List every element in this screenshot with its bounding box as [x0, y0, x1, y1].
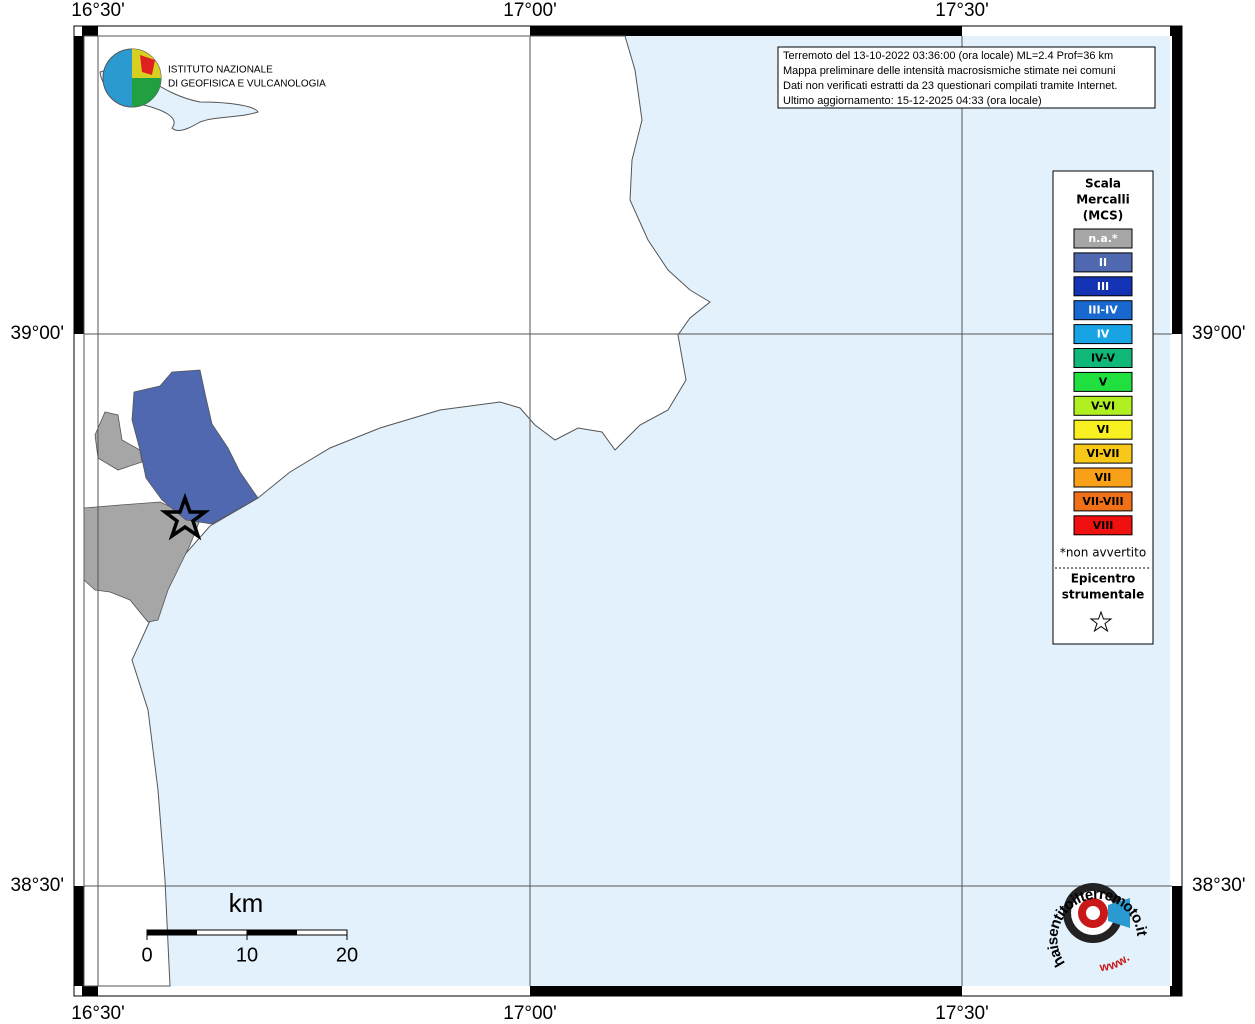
legend-label: IV [1097, 328, 1110, 341]
legend-label: V-VI [1091, 399, 1115, 412]
lon-label: 16°30' [71, 0, 125, 21]
legend-swatch [1073, 228, 1133, 249]
logo-text: ISTITUTO NAZIONALE [168, 65, 273, 76]
legend-label: VIII [1093, 519, 1114, 532]
border [530, 986, 962, 996]
ingv-logo: ISTITUTO NAZIONALE DI GEOFISICA E VULCAN… [102, 48, 326, 108]
legend-swatch [1073, 300, 1133, 321]
info-lines: Terremoto del 13-10-2022 03:36:00 (ora l… [783, 50, 1117, 107]
lon-label: 17°00' [503, 0, 557, 21]
logo-segment [132, 78, 161, 107]
border [1170, 26, 1182, 36]
lon-label: 17°30' [935, 1003, 989, 1024]
region-ii [131, 369, 259, 525]
legend-swatch [1073, 252, 1133, 273]
border [1172, 36, 1182, 334]
legend-label: II [1099, 256, 1107, 269]
lon-label: 17°30' [935, 0, 989, 21]
legend-star [1089, 610, 1113, 633]
border [82, 986, 98, 996]
legend-label: III-IV [1088, 304, 1118, 317]
legend-note: *non avvertito [1060, 546, 1146, 560]
legend-title: (MCS) [1083, 209, 1124, 223]
legend-title: Mercalli [1076, 193, 1130, 207]
legend: ScalaMercalli(MCS)n.a.*IIIIIIII-IVIVIV-V… [1055, 177, 1151, 633]
scale-label: 20 [336, 944, 358, 966]
legend-label: III [1097, 280, 1109, 293]
legend-swatch [1073, 515, 1133, 536]
legend-swatch [1073, 467, 1133, 488]
info-box [777, 46, 1156, 109]
legend-swatch [1073, 443, 1133, 464]
legend-label: VII-VIII [1082, 495, 1123, 508]
border [82, 26, 98, 36]
scale-label: 0 [141, 944, 152, 966]
legend-swatch [1073, 491, 1133, 512]
info-line: Mappa preliminare delle intensità macros… [783, 65, 1116, 77]
logo-text: DI GEOFISICA E VULCANOLOGIA [168, 79, 326, 90]
border [74, 886, 84, 986]
legend-epicenter: strumentale [1062, 588, 1145, 602]
logo-segment [140, 55, 155, 75]
legend-swatch [1073, 395, 1133, 416]
legend-swatch [1073, 276, 1133, 297]
border [1170, 986, 1182, 996]
coordinate-labels: 16°30' 16°30' 17°00' 17°00' 17°30' 17°30' 39°0… [11, 0, 1246, 1024]
scale-segment [147, 930, 197, 935]
legend-label: IV-V [1091, 352, 1116, 365]
scale-bar: km 0 10 20 [141, 888, 358, 966]
border [1172, 886, 1182, 986]
legend-swatch [1073, 419, 1133, 440]
legend-swatch [1073, 324, 1133, 345]
legend-swatch [1073, 371, 1133, 392]
lat-label: 39°00' [11, 323, 65, 344]
epicenter-star [159, 492, 211, 541]
legend-swatch [1073, 348, 1133, 368]
target [1086, 906, 1100, 920]
lat-label: 39°00' [1192, 323, 1246, 344]
legend-label: VI-VII [1086, 447, 1119, 460]
scale-unit: km [229, 888, 264, 918]
land [83, 35, 711, 987]
legend-label: V [1099, 375, 1108, 388]
scale-segment [247, 930, 297, 935]
legend-label: VII [1095, 471, 1112, 484]
lon-label: 17°00' [503, 1003, 557, 1024]
info-line: Ultimo aggiornamento: 15-12-2025 04:33 (… [783, 95, 1042, 107]
info-line: Terremoto del 13-10-2022 03:36:00 (ora l… [783, 50, 1113, 62]
legend-label: n.a.* [1088, 232, 1118, 245]
border [74, 36, 84, 334]
legend-label: VI [1097, 423, 1110, 436]
info-line: Dati non verificati estratti da 23 quest… [783, 80, 1117, 92]
legend-title: Scala [1085, 177, 1121, 191]
legend-epicenter: Epicentro [1071, 572, 1136, 586]
lon-label: 16°30' [71, 1003, 125, 1024]
megaphone [1108, 898, 1130, 928]
border [530, 26, 962, 36]
lat-label: 38°30' [11, 875, 65, 896]
scale-label: 10 [236, 944, 258, 966]
lat-label: 38°30' [1192, 875, 1246, 896]
